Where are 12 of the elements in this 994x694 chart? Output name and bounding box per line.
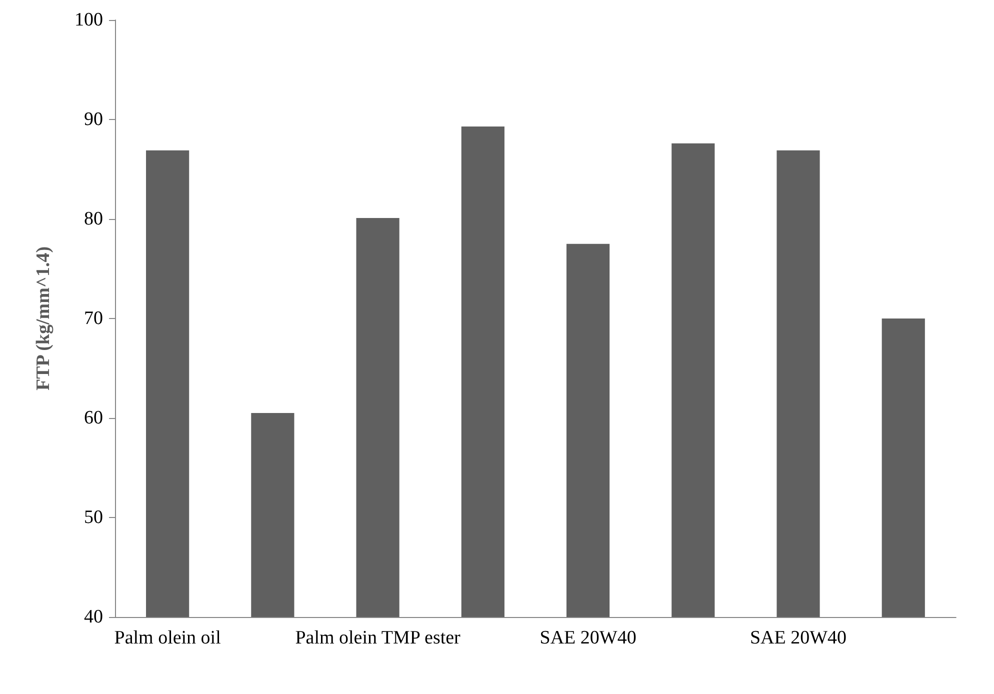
x-tick-label: SAE 20W40 — [750, 628, 847, 648]
x-tick-label: Palm olein oil — [114, 628, 221, 648]
y-tick-label: 90 — [84, 109, 103, 130]
y-tick-label: 40 — [84, 606, 103, 628]
y-tick-label: 60 — [84, 408, 103, 428]
x-tick-label: Palm olein TMP ester — [295, 628, 462, 648]
y-tick-label: 50 — [84, 507, 103, 528]
x-tick-label: SAE 20W40 — [540, 628, 636, 648]
y-tick-label: 100 — [74, 10, 103, 30]
y-axis-title: FTP (kg/mm^1.4) — [33, 246, 54, 391]
y-tick-label: 80 — [84, 208, 103, 230]
y-tick-label: 70 — [84, 308, 103, 329]
